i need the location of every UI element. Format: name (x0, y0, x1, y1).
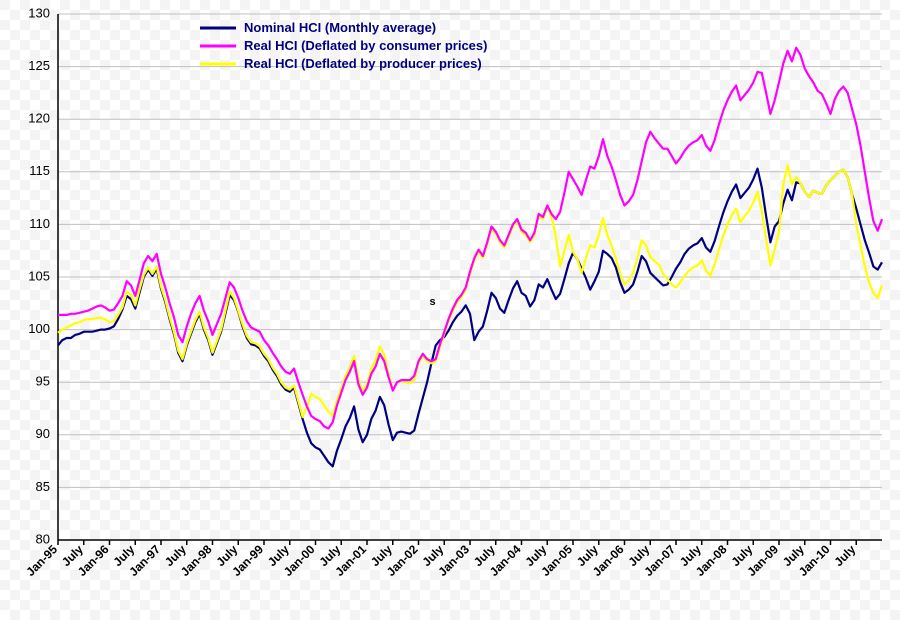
ytick-label: 100 (28, 321, 50, 336)
legend-label: Real HCI (Deflated by consumer prices) (244, 38, 487, 53)
ytick-label: 110 (29, 216, 50, 231)
legend-label: Nominal HCI (Monthly average) (244, 20, 436, 35)
ytick-label: 105 (28, 268, 50, 283)
annotation-s: s (430, 296, 436, 308)
ytick-label: 130 (28, 5, 50, 20)
ytick-label: 85 (36, 479, 50, 494)
ytick-label: 95 (36, 374, 50, 389)
hci-line-chart: 80859095100105110115120125130Jan-95JulyJ… (0, 0, 900, 620)
ytick-label: 125 (28, 58, 50, 73)
ytick-label: 120 (28, 111, 50, 126)
ytick-label: 90 (36, 426, 50, 441)
ytick-label: 115 (29, 163, 50, 178)
chart-svg: 80859095100105110115120125130Jan-95JulyJ… (0, 0, 900, 620)
legend-label: Real HCI (Deflated by producer prices) (244, 56, 482, 71)
